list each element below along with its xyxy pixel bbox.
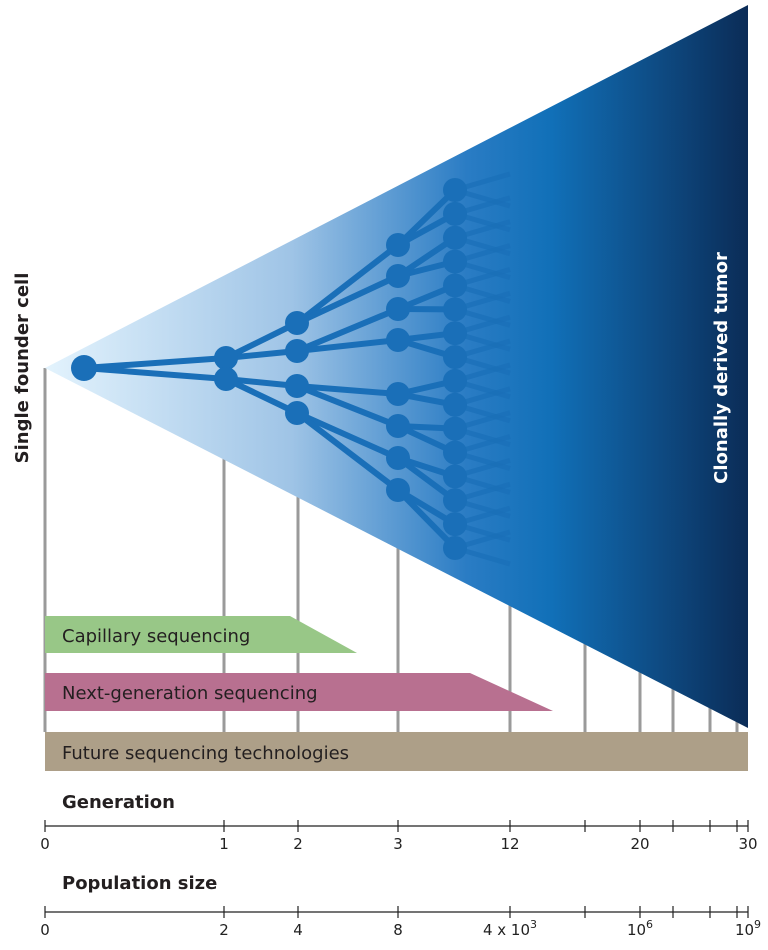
cell [443,441,467,465]
tick-label: 30 [738,835,757,853]
tick-label: 106 [627,918,653,939]
cell [386,233,410,257]
tick-label: 2 [219,921,229,939]
tech-label: Next-generation sequencing [62,683,318,704]
tick-label: 12 [500,835,519,853]
tick-label: 20 [630,835,649,853]
cell [443,536,467,560]
cell [285,401,309,425]
tick-label-exp: 9 [754,918,761,931]
tick-label-base: 10 [735,921,754,939]
tech-label: Future sequencing technologies [62,743,349,764]
tick-label: 2 [293,835,303,853]
cell [443,512,467,536]
cell [443,226,467,250]
cell [443,345,467,369]
tick-label: 0 [40,921,50,939]
diagram: Capillary sequencing Next-generation seq… [0,0,768,946]
cell [443,250,467,274]
cell [386,264,410,288]
cell [386,478,410,502]
cell [443,178,467,202]
tick-label: 0 [40,835,50,853]
cell [443,321,467,345]
tick-label: 8 [393,921,403,939]
cell [443,202,467,226]
cell [443,417,467,441]
tech-label: Capillary sequencing [62,626,250,647]
axis-title: Generation [62,792,175,813]
tick-label-base: 4 x 10 [483,921,530,939]
cell [443,273,467,297]
tick-label-exp: 6 [646,918,653,931]
cell [443,488,467,512]
tick-label: 3 [393,835,403,853]
founder-label: Single founder cell [12,273,33,464]
cell [285,311,309,335]
cell [285,339,309,363]
cell [386,328,410,352]
cell [285,374,309,398]
tick-label-base: 10 [627,921,646,939]
tick-label: 4 x 103 [483,918,537,939]
tick-label: 1 [219,835,229,853]
tick-label: 109 [735,918,761,939]
cell [443,464,467,488]
cell [71,355,97,381]
cell [214,346,238,370]
cell [214,367,238,391]
tick-label: 4 [293,921,303,939]
cell [443,393,467,417]
tick-label-exp: 3 [530,918,537,931]
cell [443,369,467,393]
cell [386,382,410,406]
cell [386,297,410,321]
cell [386,446,410,470]
axis-title: Population size [62,873,217,894]
cell [443,297,467,321]
cell [386,414,410,438]
tumor-label: Clonally derived tumor [711,252,732,484]
